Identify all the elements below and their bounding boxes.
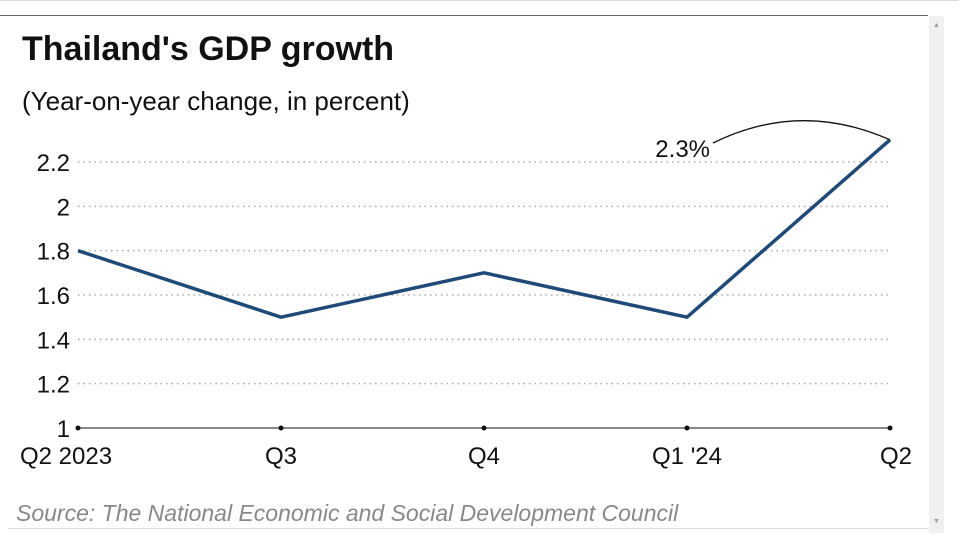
series-line: [77, 138, 892, 319]
x-tick-label: Q2 2023: [20, 443, 112, 470]
x-tick-dot: [887, 425, 893, 431]
header-rule: [0, 15, 928, 16]
x-tick-dot: [684, 425, 690, 431]
x-tick-label: Q1 '24: [652, 443, 722, 470]
x-tick-dot: [75, 425, 81, 431]
annotation-connector: [712, 120, 891, 144]
chart-title: Thailand's GDP growth: [22, 30, 395, 68]
scroll-up-icon[interactable]: ▲: [933, 22, 940, 29]
source-note: Source: The National Economic and Social…: [16, 500, 679, 526]
x-tick-label: Q3: [265, 443, 297, 470]
x-tick-label: Q2: [880, 443, 912, 470]
footer-rule: [8, 528, 928, 529]
x-tick-dot: [278, 425, 284, 431]
x-tick-label: Q4: [468, 443, 500, 470]
scrollbar[interactable]: [929, 16, 944, 533]
y-tick-label: 2: [57, 194, 70, 221]
chart-subtitle: (Year-on-year change, in percent): [22, 86, 410, 116]
window-top-border: [0, 0, 959, 1]
y-tick-label: 1.4: [37, 327, 70, 354]
scroll-down-icon[interactable]: ▼: [933, 518, 940, 525]
y-tick-label: 2.2: [37, 150, 70, 177]
y-tick-label: 1.2: [37, 372, 70, 399]
y-tick-label: 1.8: [37, 239, 70, 266]
annotation-label: 2.3%: [655, 136, 710, 163]
y-tick-label: 1: [57, 416, 70, 443]
x-tick-dot: [481, 425, 487, 431]
y-tick-label: 1.6: [37, 283, 70, 310]
